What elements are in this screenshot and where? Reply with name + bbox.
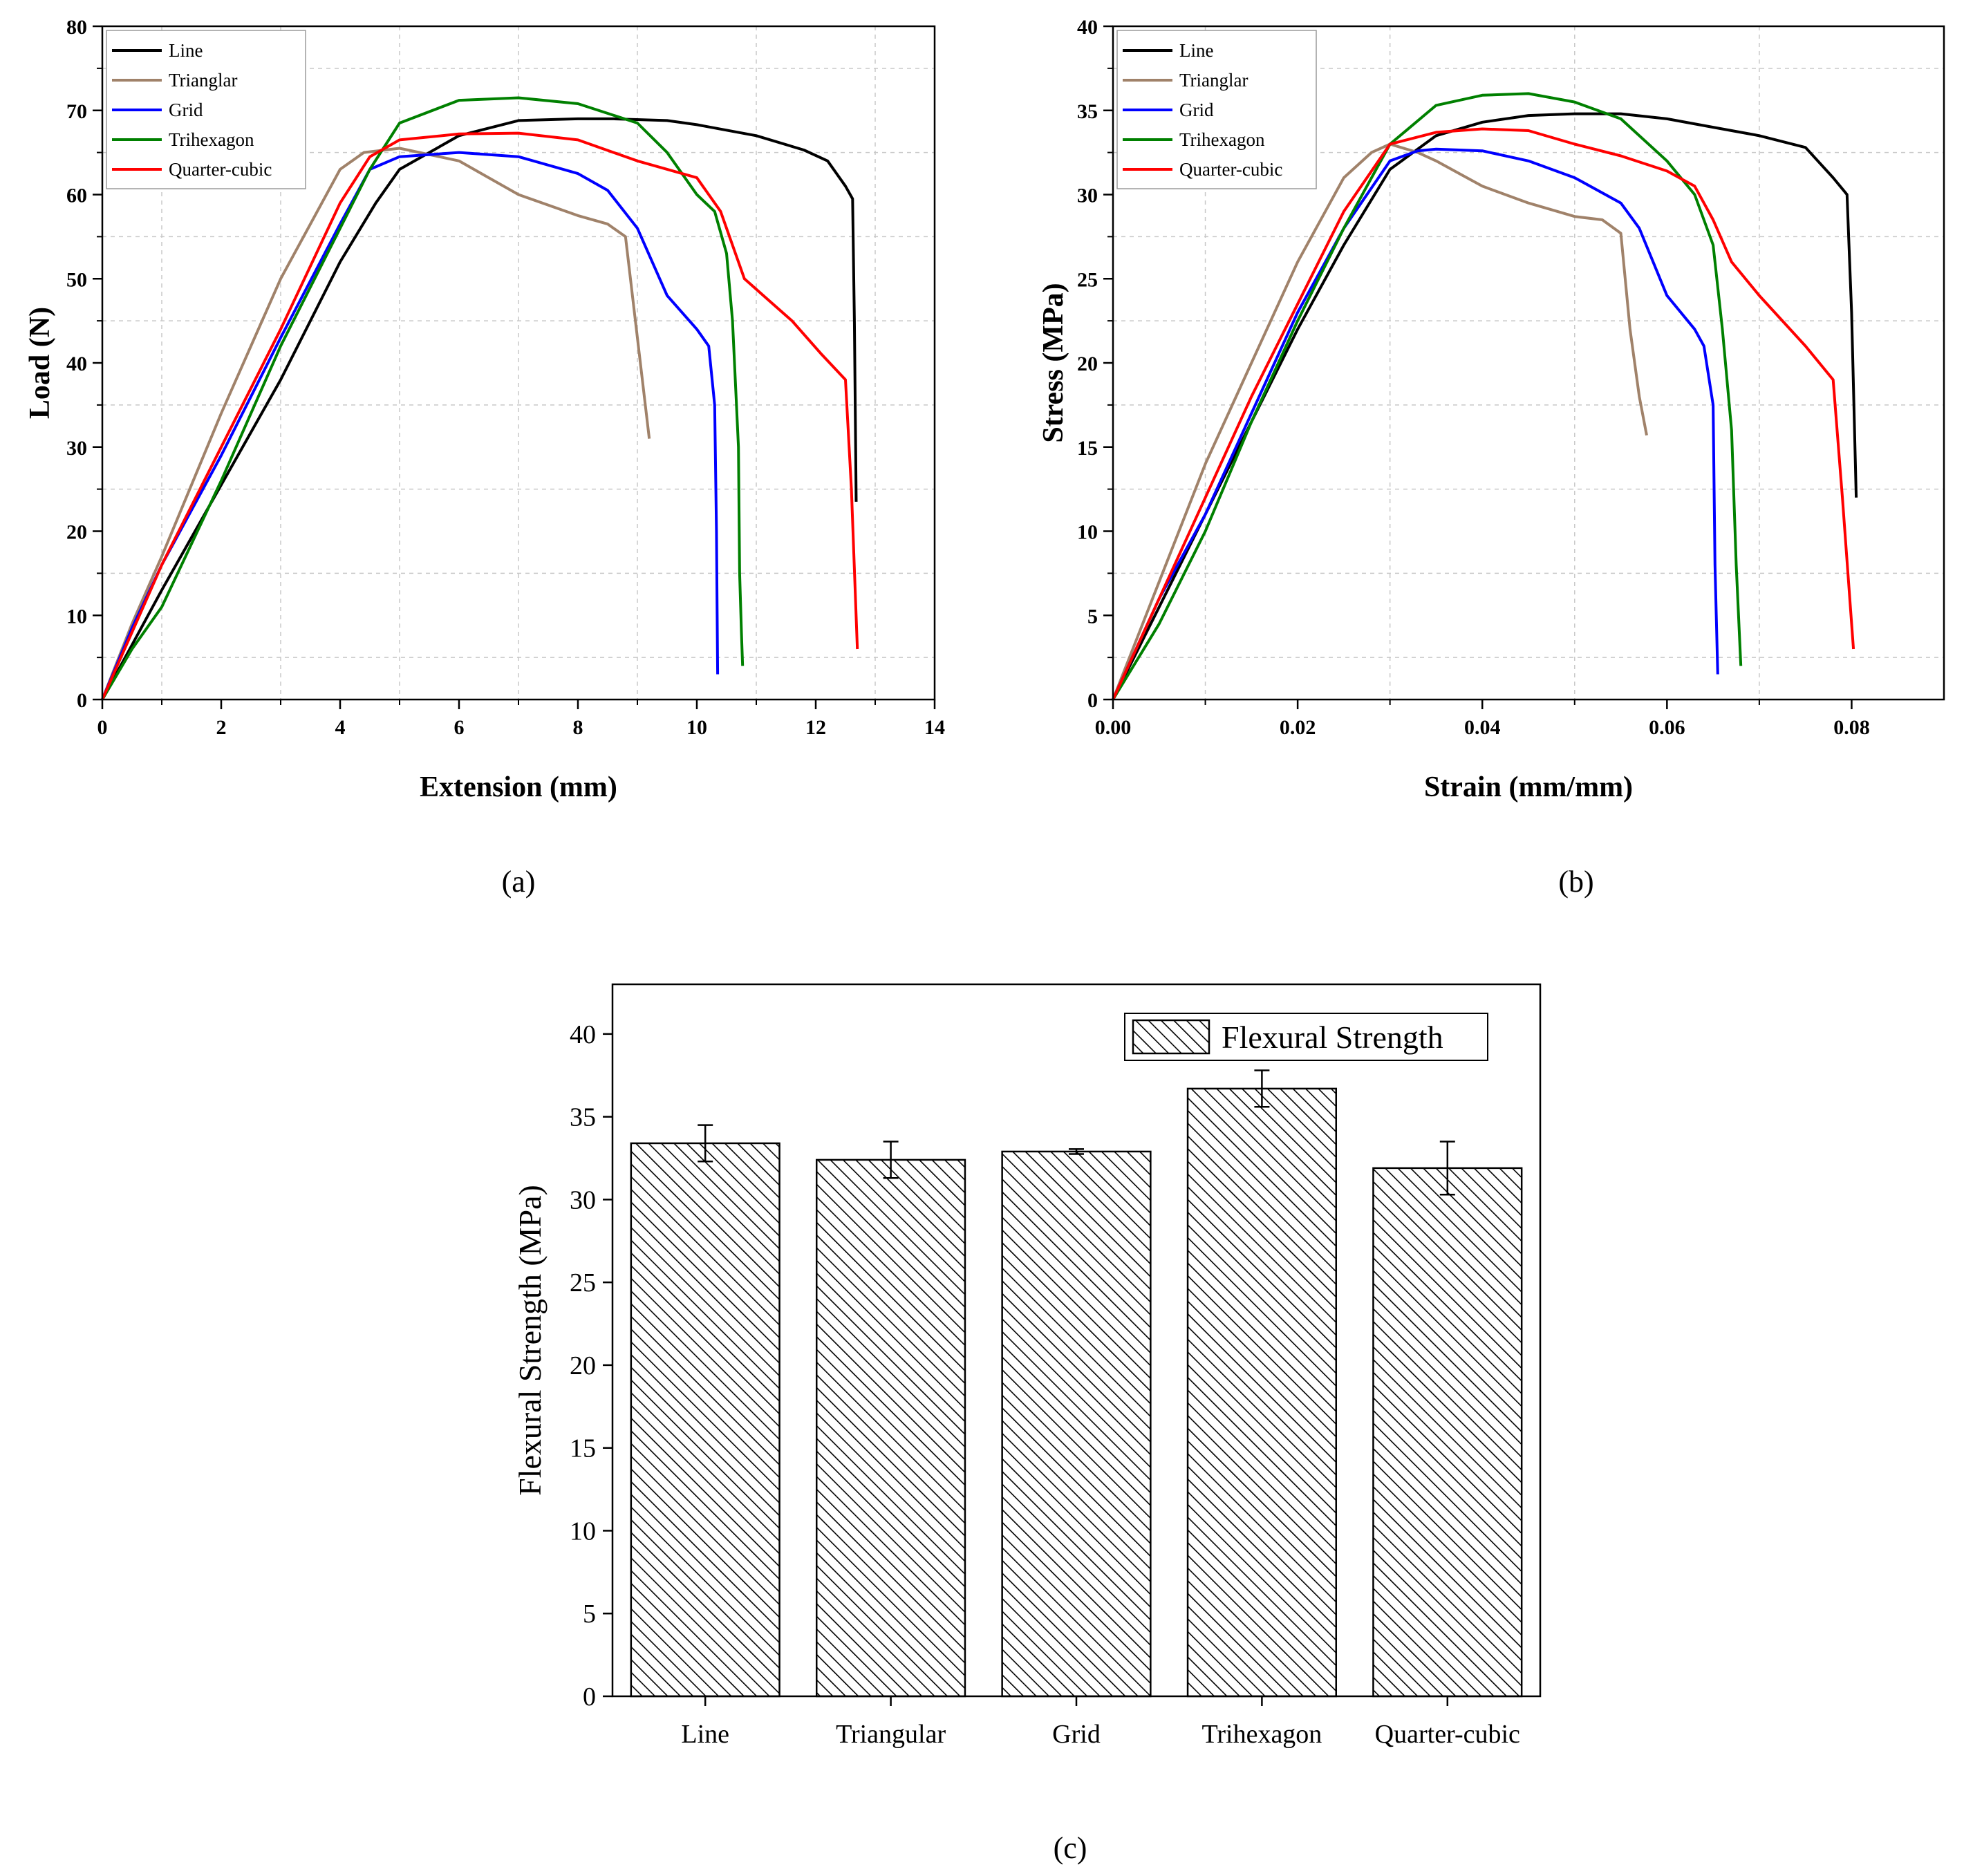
chart-c-y-axis-title: Flexural Strength (MPa) <box>512 1185 548 1496</box>
chart-b-y-tick-label: 10 <box>1077 521 1098 544</box>
chart-b-x-tick-label: 0.06 <box>1649 716 1685 739</box>
chart-b-x-tick-label: 0.08 <box>1833 716 1870 739</box>
chart-c: Line Triangular Grid Trihexagon Quarter-cubi… <box>512 983 1542 1865</box>
chart-a-legend-label: Trihexagon <box>169 129 254 150</box>
chart-c-bars <box>630 1069 1523 1698</box>
chart-c-y-tick-label: 10 <box>570 1517 596 1546</box>
chart-b-y-axis-title: Stress (MPa) <box>1038 283 1069 442</box>
chart-c-legend-swatch <box>1132 1019 1210 1055</box>
chart-c-bar <box>1001 1150 1152 1698</box>
chart-a-legend: Line Trianglar Grid Trihexagon Quarter-cubic <box>106 30 306 189</box>
chart-b-legend-label: Trianglar <box>1179 70 1248 91</box>
chart-a-x-tick-label: 14 <box>924 716 945 739</box>
chart-a-series-trianglar <box>101 147 651 700</box>
chart-c-y-tick-label: 5 <box>583 1600 596 1629</box>
chart-c-legend-label: Flexural Strength <box>1222 1020 1443 1055</box>
chart-a-legend-label: Trianglar <box>169 70 238 91</box>
chart-b-legend: Line Trianglar Grid Trihexagon Quarter-cubic <box>1116 30 1317 189</box>
chart-b-y-tick-label: 15 <box>1077 437 1098 460</box>
chart-c-y-tick-label: 0 <box>583 1682 596 1711</box>
chart-a-x-axis-title: Extension (mm) <box>420 771 617 803</box>
chart-a-y-tick-label: 70 <box>66 100 87 123</box>
chart-c-x-tick-label: Line <box>681 1720 729 1749</box>
chart-b-legend-label: Quarter-cubic <box>1179 159 1282 180</box>
chart-b-y-tick-label: 0 <box>1087 689 1098 712</box>
chart-c-legend: Flexural Strength <box>1124 1013 1488 1061</box>
chart-a-x-tick-label: 10 <box>686 716 707 739</box>
chart-c-y-tick-label: 20 <box>570 1351 596 1380</box>
chart-b-series-trihexagon <box>1112 92 1743 701</box>
chart-b-series-quarter-cubic <box>1112 127 1855 700</box>
chart-b-series-trianglar <box>1112 142 1648 700</box>
chart-c-x-tick-label: Grid <box>1052 1720 1101 1749</box>
chart-b-y-tick-label: 20 <box>1077 353 1098 375</box>
chart-a: 0 2 4 6 8 10 12 14 0 10 20 30 40 50 60 70 80 Extension (… <box>24 16 945 899</box>
chart-a-legend-label: Grid <box>169 100 203 120</box>
chart-c-x-tick-label: Triangular <box>836 1720 946 1749</box>
chart-a-series <box>101 96 859 701</box>
chart-c-caption: (c) <box>1054 1831 1087 1865</box>
chart-a-x-tick-label: 4 <box>335 716 346 739</box>
chart-c-x-tick-label: Trihexagon <box>1201 1720 1322 1749</box>
chart-b-x-tick-label: 0.02 <box>1280 716 1316 739</box>
chart-a-y-axis-title: Load (N) <box>24 307 56 419</box>
chart-b-series <box>1112 92 1858 701</box>
chart-c-bar <box>815 1159 966 1698</box>
chart-b-y-tick-label: 35 <box>1077 100 1098 123</box>
chart-c-bar <box>630 1142 780 1698</box>
chart-b-ticks: 0.00 0.02 0.04 0.06 0.08 0 5 10 15 20 25 30 35 40 <box>1077 16 1870 739</box>
chart-b-grid <box>1113 26 1944 700</box>
chart-c-bar <box>1372 1167 1523 1698</box>
chart-a-x-tick-label: 2 <box>216 716 227 739</box>
chart-b-x-tick-label: 0.00 <box>1095 716 1132 739</box>
chart-a-x-tick-label: 0 <box>97 716 108 739</box>
chart-b-legend-label: Trihexagon <box>1179 129 1265 150</box>
chart-a-grid <box>102 26 935 700</box>
chart-b-legend-label: Line <box>1179 40 1213 61</box>
chart-b-y-tick-label: 30 <box>1077 185 1098 207</box>
chart-a-y-tick-label: 80 <box>66 16 87 39</box>
chart-a-x-tick-label: 6 <box>454 716 465 739</box>
chart-a-ticks: 0 2 4 6 8 10 12 14 0 10 20 30 40 50 60 70 80 <box>66 16 945 739</box>
chart-a-series-grid <box>101 151 720 700</box>
chart-a-legend-label: Line <box>169 40 203 61</box>
chart-c-y-tick-label: 30 <box>570 1185 596 1214</box>
chart-b-y-tick-label: 40 <box>1077 16 1098 39</box>
chart-c-y-tick-label: 15 <box>570 1434 596 1463</box>
chart-a-y-tick-label: 50 <box>66 268 87 291</box>
chart-a-y-tick-label: 0 <box>77 689 87 712</box>
chart-a-series-quarter-cubic <box>101 131 859 700</box>
chart-a-legend-label: Quarter-cubic <box>169 159 272 180</box>
chart-a-y-tick-label: 40 <box>66 353 87 375</box>
chart-b-x-axis-title: Strain (mm/mm) <box>1424 771 1633 803</box>
chart-a-y-tick-label: 60 <box>66 185 87 207</box>
chart-a-y-tick-label: 10 <box>66 605 87 628</box>
chart-c-ticks: Line Triangular Grid Trihexagon Quarter-cubi… <box>570 1020 1520 1749</box>
chart-c-y-tick-label: 35 <box>570 1103 596 1132</box>
chart-c-x-tick-label: Quarter-cubic <box>1375 1720 1520 1749</box>
chart-b-x-tick-label: 0.04 <box>1464 716 1501 739</box>
chart-b-legend-label: Grid <box>1179 100 1214 120</box>
chart-c-bar <box>1186 1087 1338 1698</box>
chart-a-y-tick-label: 30 <box>66 437 87 460</box>
chart-b: 0.00 0.02 0.04 0.06 0.08 0 5 10 15 20 25 30 35 40 Str… <box>1038 16 1945 899</box>
chart-a-caption: (a) <box>502 865 536 899</box>
chart-b-caption: (b) <box>1558 865 1593 899</box>
chart-b-y-tick-label: 5 <box>1087 605 1098 628</box>
chart-a-y-tick-label: 20 <box>66 521 87 544</box>
chart-b-series-line <box>1112 112 1858 700</box>
chart-b-series-grid <box>1112 147 1719 700</box>
chart-c-y-tick-label: 40 <box>570 1020 596 1049</box>
chart-a-x-tick-label: 12 <box>805 716 826 739</box>
chart-c-y-tick-label: 25 <box>570 1268 596 1297</box>
chart-a-series-trihexagon <box>101 96 745 701</box>
chart-b-y-tick-label: 25 <box>1077 268 1098 291</box>
chart-a-x-tick-label: 8 <box>573 716 583 739</box>
chart-a-series-line <box>101 117 858 700</box>
